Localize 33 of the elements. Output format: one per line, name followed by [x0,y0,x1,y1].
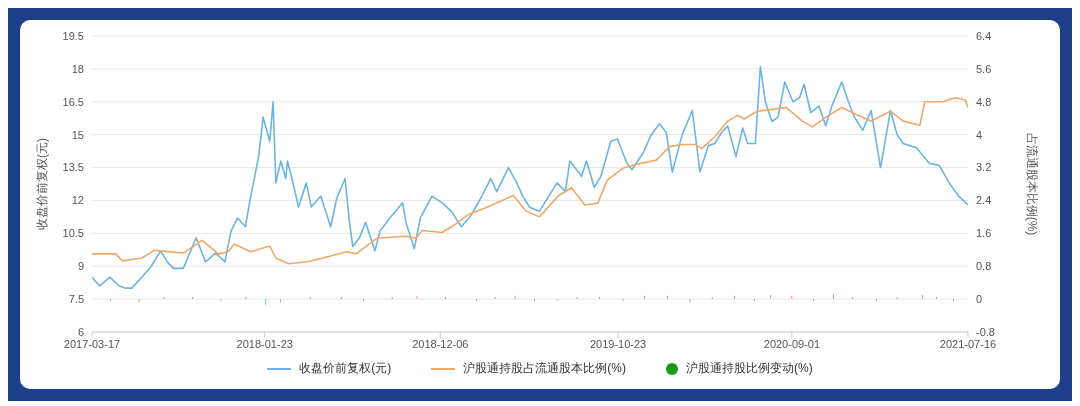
x-tick-label: 2018-12-06 [412,337,469,350]
x-tick-label: 2017-03-17 [63,337,121,350]
y-tick-label: 9 [77,260,84,273]
y-tick-label: 19.5 [62,29,84,42]
legend-label: 沪股通持股比例变动(%) [686,360,813,377]
y-tick-label: 12 [71,194,84,207]
y-tick-label: 7.5 [68,293,84,306]
y2-tick-label: 1.6 [976,227,992,240]
legend-label: 沪股通持股占流通股本比例(%) [463,360,626,377]
y-tick-label: 6 [77,325,84,338]
y-tick-label: 10.5 [62,227,84,240]
y-tick-label: 18 [71,62,84,75]
y2-tick-label: 5.6 [976,62,992,75]
y2-axis-title: 占流通股本比例(%) [1024,132,1039,236]
y-axis-title: 收盘价前复权(元) [35,138,50,230]
legend-label: 收盘价前复权(元) [299,360,392,377]
y2-tick-label: 4 [976,128,983,141]
x-tick-label: 2020-09-01 [763,337,821,350]
y2-tick-label: 0 [976,293,983,306]
y-tick-label: 13.5 [62,161,84,174]
y2-tick-label: 2.4 [976,194,992,207]
x-tick-label: 2019-10-23 [589,337,647,350]
line-series [92,96,968,265]
line-series [92,65,968,289]
y2-tick-label: 0.8 [976,260,992,273]
x-tick-label: 2021-07-16 [939,337,997,350]
y2-tick-label: 6.4 [976,29,992,42]
y2-tick-label: -0.8 [976,325,995,338]
y-tick-label: 16.5 [62,95,84,108]
y2-tick-label: 4.8 [976,95,992,108]
y2-tick-label: 3.2 [976,161,992,174]
y-tick-label: 15 [71,128,84,141]
x-tick-label: 2018-01-23 [236,337,293,350]
